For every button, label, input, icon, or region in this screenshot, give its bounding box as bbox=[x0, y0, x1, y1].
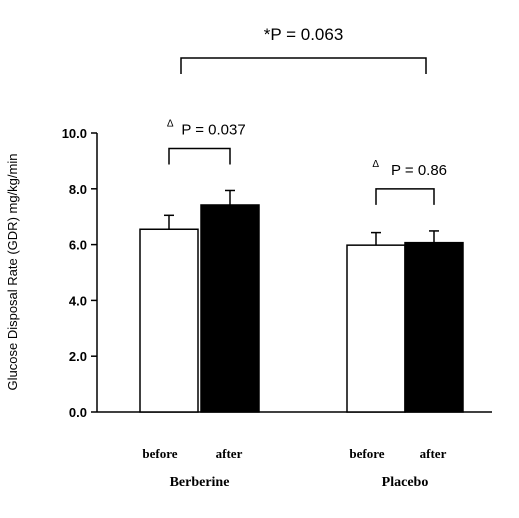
bar-placebo-after bbox=[404, 241, 464, 413]
x-bar-label: after bbox=[420, 446, 447, 461]
group-label-placebo: Placebo bbox=[382, 475, 429, 490]
comparison-text: P = 0.063 bbox=[270, 25, 343, 44]
y-tick-label: 0.0 bbox=[69, 405, 87, 420]
y-tick-label: 2.0 bbox=[69, 349, 87, 364]
y-axis-title: Glucose Disposal Rate (GDR) mg/kg/min bbox=[5, 154, 20, 391]
y-tick-label: 4.0 bbox=[69, 293, 87, 308]
comparison-symbol: * bbox=[264, 25, 271, 44]
group-label-berberine: Berberine bbox=[170, 475, 230, 490]
x-bar-label: before bbox=[349, 446, 384, 461]
delta-symbol: Δ bbox=[372, 159, 379, 170]
p-value-label: P = 0.86 bbox=[391, 162, 447, 179]
significance-bracket bbox=[168, 147, 231, 165]
significance-bracket bbox=[375, 188, 435, 205]
bar-berberine-before bbox=[139, 228, 199, 413]
delta-symbol: Δ bbox=[167, 118, 174, 129]
bar-placebo-before bbox=[346, 244, 406, 413]
y-tick-label: 8.0 bbox=[69, 182, 87, 197]
y-tick-label: 10.0 bbox=[62, 126, 87, 141]
y-tick-label: 6.0 bbox=[69, 238, 87, 253]
p-value-label: P = 0.037 bbox=[181, 121, 245, 138]
x-bar-label: after bbox=[216, 446, 243, 461]
x-bar-label: before bbox=[142, 446, 177, 461]
bar-berberine-after bbox=[200, 204, 260, 413]
comparison-bracket bbox=[180, 57, 427, 74]
comparison-p-value: *P = 0.063 bbox=[264, 25, 344, 44]
